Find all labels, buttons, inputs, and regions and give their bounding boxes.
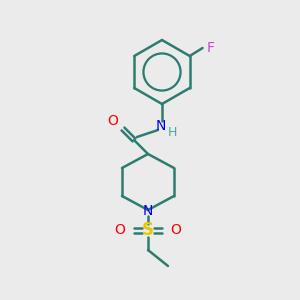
Text: F: F (207, 41, 214, 55)
Text: O: O (171, 223, 182, 237)
Text: S: S (142, 221, 154, 239)
Text: N: N (156, 119, 166, 133)
Text: H: H (167, 125, 177, 139)
Text: O: O (108, 114, 118, 128)
Text: O: O (115, 223, 125, 237)
Text: N: N (143, 204, 153, 218)
